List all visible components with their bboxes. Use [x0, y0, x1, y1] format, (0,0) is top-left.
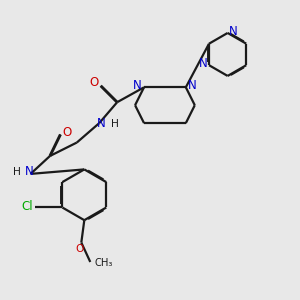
Text: N: N — [97, 117, 105, 130]
Text: O: O — [76, 244, 84, 254]
Text: N: N — [133, 79, 142, 92]
Text: Cl: Cl — [21, 200, 33, 213]
Text: H: H — [111, 119, 119, 129]
Text: N: N — [188, 79, 197, 92]
Text: O: O — [89, 76, 99, 89]
Text: H: H — [13, 167, 21, 176]
Text: N: N — [199, 57, 208, 70]
Text: O: O — [62, 126, 72, 139]
Text: CH₃: CH₃ — [94, 259, 113, 269]
Text: N: N — [24, 165, 33, 178]
Text: N: N — [229, 25, 237, 38]
